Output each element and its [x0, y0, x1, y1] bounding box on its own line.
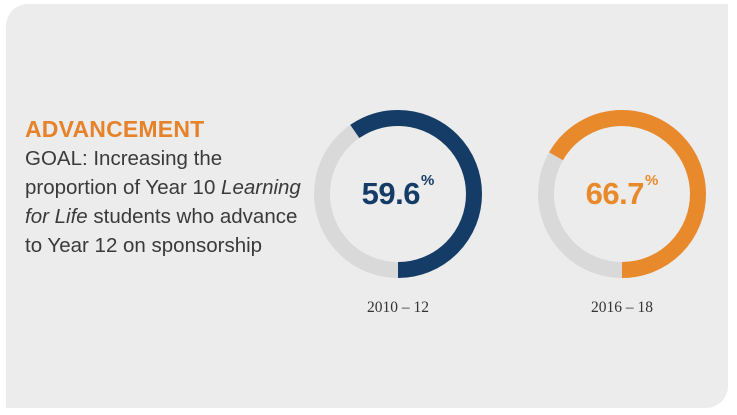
- goal-text-start: GOAL: Increasing the proportion of Year …: [25, 147, 223, 199]
- donut-chart-2016-18: 66.7%: [536, 108, 708, 280]
- infographic-card: [6, 4, 728, 408]
- goal-text-end: students who advance to Year 12 on spons…: [25, 205, 298, 257]
- donut-value-arc-2010-12: [314, 110, 482, 278]
- donut-value-arc-2016-18: [538, 110, 706, 278]
- program-name: Learning for Life: [25, 176, 301, 228]
- period-label-2010-12: 2010 – 12: [367, 299, 429, 316]
- donut-chart-2010-12: 59.6%: [312, 108, 484, 280]
- donut-svg-2016-18: [538, 110, 706, 278]
- period-label-2016-18: 2016 – 18: [591, 299, 653, 316]
- goal-text: GOAL: Increasing the proportion of Year …: [25, 144, 315, 260]
- text-block: ADVANCEMENT GOAL: Increasing the proport…: [25, 116, 315, 260]
- section-heading: ADVANCEMENT: [25, 116, 205, 142]
- donut-svg-2010-12: [314, 110, 482, 278]
